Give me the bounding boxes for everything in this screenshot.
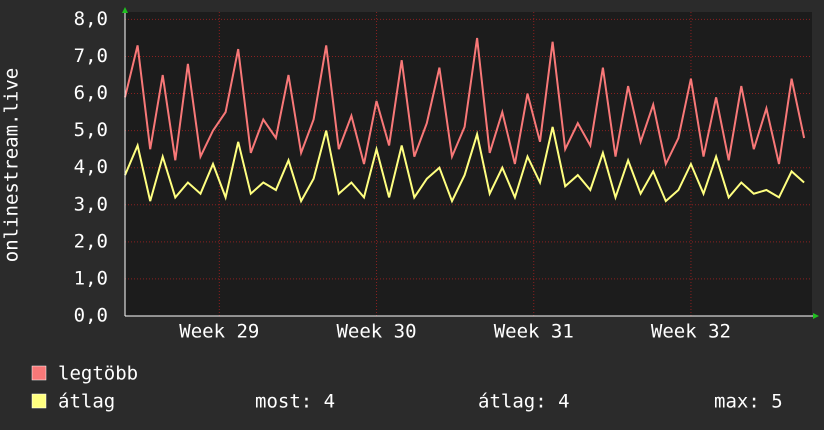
stat: átlag: 4	[478, 391, 570, 413]
x-tick-label: Week 29	[179, 321, 259, 343]
y-tick-label: 8,0	[74, 8, 108, 30]
legend-swatch	[31, 365, 47, 381]
x-tick-label: Week 30	[336, 321, 416, 343]
y-tick-label: 5,0	[74, 119, 108, 141]
x-arrow	[813, 313, 819, 319]
legend-label: átlag	[58, 391, 115, 413]
y-tick-label: 7,0	[74, 45, 108, 67]
y-arrow	[122, 7, 128, 13]
legend-label: legtöbb	[58, 363, 138, 385]
y-tick-label: 3,0	[74, 193, 108, 215]
series-line	[124, 37, 806, 168]
x-tick-label: Week 31	[494, 321, 574, 343]
y-tick-label: 0,0	[74, 305, 108, 327]
y-tick-label: 4,0	[74, 156, 108, 178]
stat: max: 5	[714, 391, 783, 413]
series-line	[124, 126, 805, 204]
y-tick-label: 1,0	[74, 267, 108, 289]
y-axis-label: onlinestream.live	[1, 68, 23, 262]
y-tick-label: 2,0	[74, 230, 108, 252]
stat: most: 4	[255, 391, 335, 413]
y-tick-label: 6,0	[74, 82, 108, 104]
x-tick-label: Week 32	[651, 321, 731, 343]
legend-swatch	[31, 393, 47, 409]
